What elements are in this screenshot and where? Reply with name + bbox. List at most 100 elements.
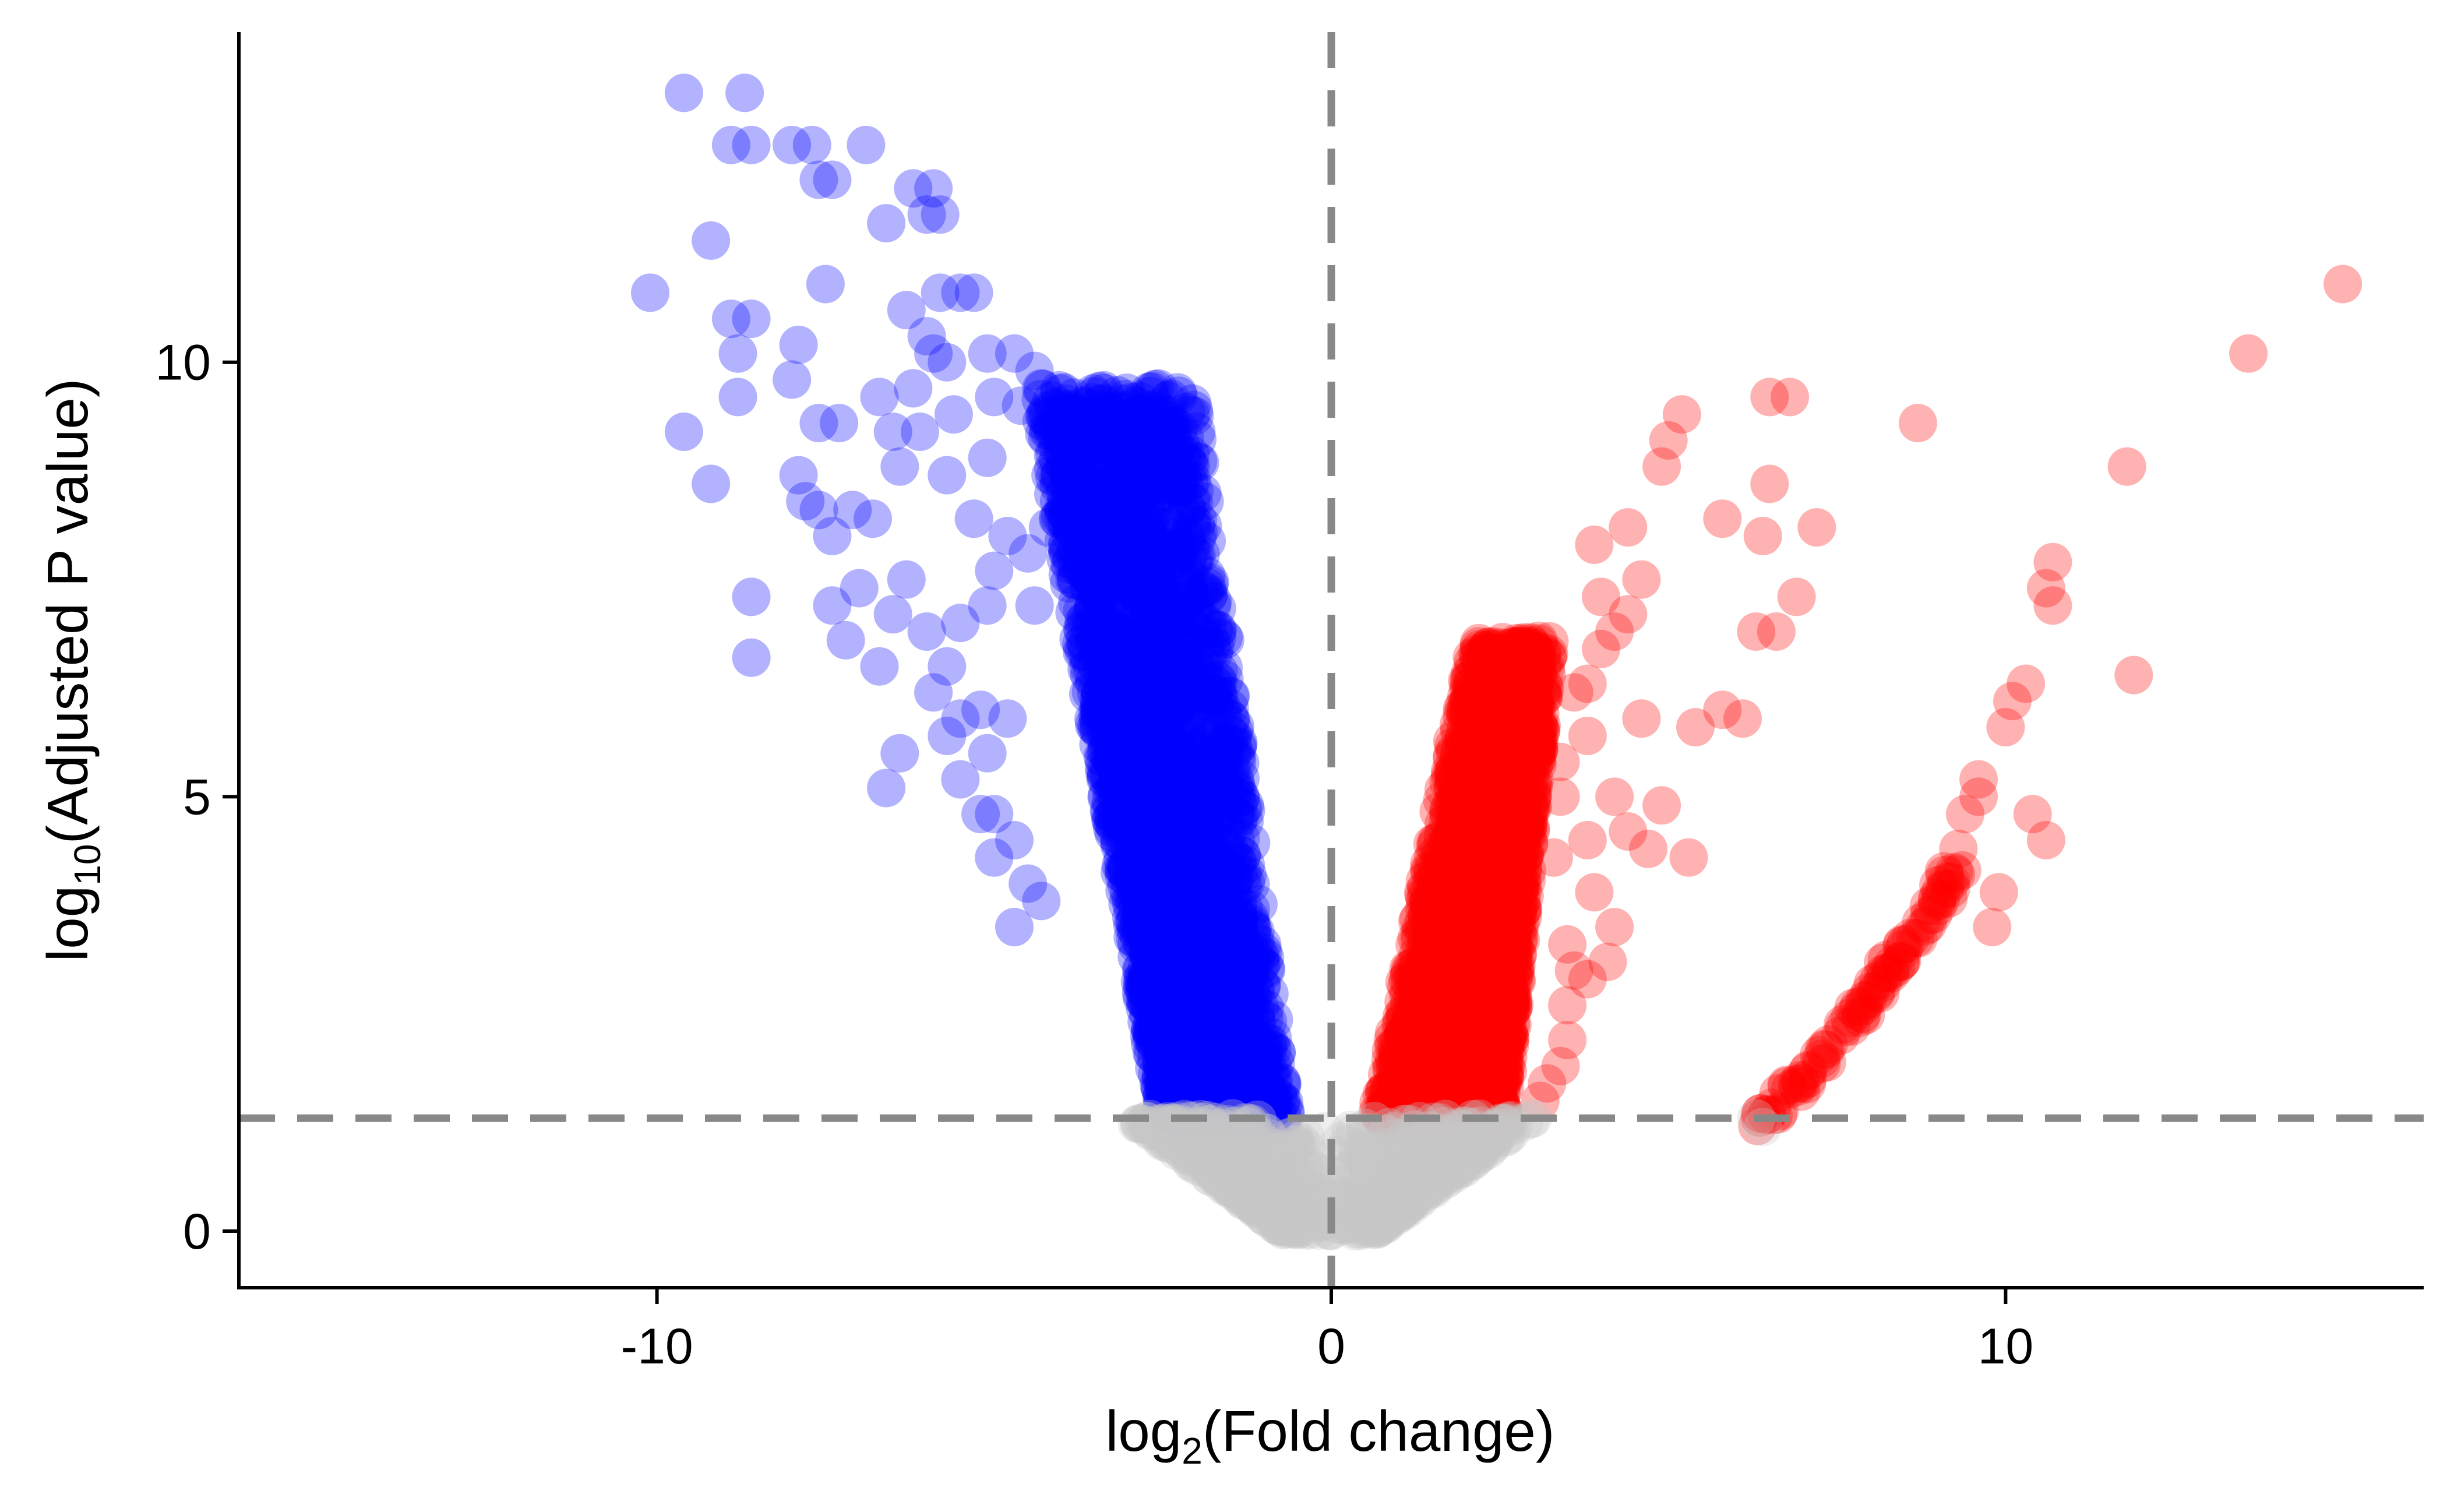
- down-point: [1136, 706, 1175, 745]
- down-point: [1057, 547, 1096, 586]
- down-point: [1219, 891, 1258, 930]
- down-point: [1074, 547, 1113, 586]
- down-point: [1185, 801, 1224, 840]
- down-point: [1127, 450, 1166, 489]
- down-point: [1039, 387, 1078, 427]
- down-point: [1130, 540, 1169, 579]
- down-point: [1115, 523, 1153, 562]
- down-point: [1060, 535, 1099, 574]
- down-point: [1102, 791, 1141, 830]
- down-point: [1136, 784, 1175, 823]
- down-point: [1147, 1058, 1186, 1097]
- down-point: [1140, 425, 1179, 464]
- down-point: [1056, 470, 1095, 509]
- down-point: [1177, 1065, 1217, 1104]
- down-point: [1181, 891, 1220, 930]
- down-point: [1127, 767, 1166, 806]
- down-point: [1138, 1055, 1177, 1094]
- down-point: [1146, 1037, 1185, 1076]
- down-point: [1212, 1028, 1251, 1067]
- down-point: [1049, 453, 1088, 492]
- down-point: [1122, 806, 1161, 845]
- down-point: [1168, 889, 1207, 928]
- down-point: [1099, 708, 1138, 747]
- down-point: [1129, 390, 1168, 429]
- down-point: [1112, 440, 1151, 479]
- down-point: [1139, 927, 1178, 966]
- up-point: [1430, 819, 1469, 858]
- down-point: [1161, 661, 1200, 700]
- down-point: [1205, 824, 1244, 864]
- down-point: [1130, 957, 1169, 996]
- down-point: [1051, 474, 1090, 513]
- down-point: [1200, 724, 1239, 763]
- down-point: [1199, 757, 1238, 796]
- down-point: [1154, 1038, 1193, 1077]
- down-point: [1205, 621, 1244, 659]
- down-point: [1141, 950, 1179, 989]
- down-point: [1130, 412, 1169, 451]
- down-point: [1087, 425, 1126, 464]
- down-point: [1185, 1058, 1224, 1097]
- down-point: [1034, 436, 1073, 475]
- down-point: [1135, 813, 1174, 852]
- down-point: [1094, 463, 1133, 502]
- down-point: [1088, 642, 1127, 681]
- up-point: [1541, 777, 1580, 816]
- down-point: [1159, 952, 1198, 991]
- down-point: [1098, 763, 1137, 802]
- up-point: [1554, 673, 1593, 712]
- down-point: [1044, 373, 1083, 412]
- down-point: [1123, 528, 1162, 568]
- down-point: [1253, 1030, 1292, 1069]
- down-point: [1166, 1082, 1205, 1121]
- down-point: [1240, 1076, 1279, 1115]
- down-point: [1123, 501, 1162, 540]
- down-point: [1124, 971, 1163, 1010]
- down-point: [1196, 796, 1235, 835]
- down-point: [1179, 500, 1217, 539]
- down-point: [1175, 984, 1214, 1023]
- down-point: [1088, 614, 1127, 653]
- down-point: [1175, 971, 1214, 1010]
- down-point: [1107, 373, 1146, 412]
- down-point: [1212, 748, 1251, 787]
- down-point: [1141, 847, 1180, 886]
- down-point: [1159, 409, 1198, 448]
- down-point: [1120, 904, 1159, 943]
- down-point: [1110, 538, 1149, 577]
- down-point: [1141, 736, 1180, 776]
- down-point: [820, 404, 859, 443]
- down-point: [1221, 778, 1260, 817]
- down-point: [1122, 425, 1161, 464]
- down-point: [921, 195, 960, 234]
- down-point: [1067, 478, 1106, 517]
- down-point: [1099, 732, 1138, 770]
- down-point: [1183, 1046, 1222, 1085]
- down-point: [1095, 662, 1134, 702]
- down-point: [1158, 1094, 1197, 1133]
- down-point: [1139, 784, 1178, 823]
- down-point: [894, 369, 933, 408]
- down-point: [1226, 791, 1265, 830]
- down-point: [1112, 622, 1151, 661]
- down-point: [1151, 1051, 1190, 1089]
- down-point: [1168, 1013, 1207, 1052]
- down-point: [1179, 749, 1218, 788]
- down-point: [1144, 826, 1183, 865]
- down-point: [1110, 490, 1149, 529]
- down-point: [1134, 572, 1173, 611]
- down-point: [1184, 1006, 1223, 1045]
- down-point: [1117, 937, 1156, 977]
- down-point: [1197, 805, 1236, 844]
- down-point: [1141, 422, 1180, 461]
- down-point: [1151, 736, 1190, 775]
- down-point: [1204, 618, 1243, 657]
- down-point: [1193, 1085, 1232, 1124]
- down-point: [1102, 626, 1141, 665]
- down-point: [1177, 944, 1216, 984]
- down-point: [1127, 632, 1166, 671]
- down-point: [1199, 874, 1238, 913]
- down-point: [1185, 571, 1224, 610]
